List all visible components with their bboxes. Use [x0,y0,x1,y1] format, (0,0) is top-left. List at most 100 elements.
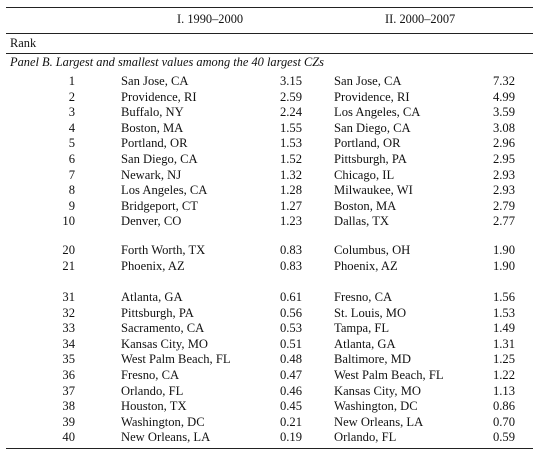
value-2000-2007: 1.90 [492,243,515,257]
value-1990-2000: 0.21 [279,414,302,429]
bottom-rule [6,448,533,449]
rank-cell: 35 [62,352,75,367]
rank-label: Rank [10,36,37,50]
value-1990-2000: 1.52 [279,152,302,166]
table-row: 9 Bridgeport, CT 1.27 Boston, MA 2.79 [0,198,539,214]
table-row: 21 Phoenix, AZ 0.83 Phoenix, AZ 1.90 [0,258,539,274]
value-2000-2007: 1.13 [492,383,515,398]
rank-cell: 5 [68,136,75,151]
city-2000-2007: St. Louis, MO [334,305,407,320]
rank-cell: 38 [62,399,75,414]
top-rule [6,7,533,8]
table-row: 10 Denver, CO 1.23 Dallas, TX 2.77 [0,213,539,229]
value-1990-2000: 1.53 [279,136,302,151]
city-1990-2000: Portland, OR [121,136,188,151]
rank-cell: 20 [62,243,75,257]
city-1990-2000: Fresno, CA [121,368,180,382]
panel-title: Panel B. Largest and smallest values amo… [10,55,325,69]
rank-cell: 36 [62,368,75,382]
value-2000-2007: 0.86 [492,399,515,414]
city-1990-2000: Kansas City, MO [121,336,208,351]
header-rule [6,33,533,34]
value-2000-2007: 3.59 [492,105,515,120]
table-row: 33 Sacramento, CA 0.53 Tampa, FL 1.49 [0,320,539,336]
value-2000-2007: 2.95 [492,152,515,166]
value-2000-2007: 2.96 [492,136,515,151]
value-1990-2000: 0.83 [279,259,302,273]
value-2000-2007: 2.77 [492,214,515,229]
table-row: 37 Orlando, FL 0.46 Kansas City, MO 1.13 [0,383,539,399]
table-row: 6 San Diego, CA 1.52 Pittsburgh, PA 2.95 [0,151,539,167]
value-1990-2000: 1.32 [279,167,302,182]
value-1990-2000: 1.23 [279,214,302,229]
value-1990-2000: 0.45 [279,399,302,414]
city-2000-2007: Washington, DC [334,399,418,414]
value-1990-2000: 0.48 [279,352,302,367]
city-1990-2000: Bridgeport, CT [121,198,198,213]
city-2000-2007: West Palm Beach, FL [334,368,444,382]
city-1990-2000: San Diego, CA [121,152,198,166]
rank-cell: 40 [62,430,75,445]
value-1990-2000: 1.28 [279,183,302,198]
rank-cell: 3 [68,105,75,120]
value-2000-2007: 3.08 [492,120,515,135]
value-1990-2000: 0.51 [279,336,302,351]
value-2000-2007: 1.22 [492,368,515,382]
table-row: 40 New Orleans, LA 0.19 Orlando, FL 0.59 [0,429,539,445]
rank-cell: 2 [68,89,75,104]
rank-cell: 6 [68,152,75,166]
table-row: 7 Newark, NJ 1.32 Chicago, IL 2.93 [0,167,539,183]
city-2000-2007: Los Angeles, CA [334,105,421,120]
table-row: 38 Houston, TX 0.45 Washington, DC 0.86 [0,398,539,414]
rank-cell: 33 [62,321,75,336]
column-header-1990-2000: I. 1990–2000 [177,12,244,26]
city-2000-2007: Milwaukee, WI [334,183,413,198]
city-1990-2000: Forth Worth, TX [121,243,206,257]
city-1990-2000: Boston, MA [121,120,184,135]
table-row: 1 San Jose, CA 3.15 San Jose, CA 7.32 [0,73,539,89]
table-row: 5 Portland, OR 1.53 Portland, OR 2.96 [0,135,539,151]
rank-cell: 21 [62,259,75,273]
table-row: 20 Forth Worth, TX 0.83 Columbus, OH 1.90 [0,242,539,258]
city-1990-2000: San Jose, CA [121,74,189,88]
table-row: 8 Los Angeles, CA 1.28 Milwaukee, WI 2.93 [0,182,539,198]
table-row: 4 Boston, MA 1.55 San Diego, CA 3.08 [0,120,539,136]
value-2000-2007: 1.90 [492,259,515,273]
city-1990-2000: Sacramento, CA [121,321,205,336]
city-1990-2000: New Orleans, LA [121,430,211,445]
rank-cell: 9 [68,198,75,213]
table-row: 3 Buffalo, NY 2.24 Los Angeles, CA 3.59 [0,104,539,120]
table-row: 34 Kansas City, MO 0.51 Atlanta, GA 1.31 [0,336,539,352]
rank-cell: 8 [68,183,75,198]
city-1990-2000: Phoenix, AZ [121,259,185,273]
rank-cell: 37 [62,383,75,398]
value-2000-2007: 1.53 [492,305,515,320]
city-2000-2007: Fresno, CA [334,290,393,304]
city-1990-2000: West Palm Beach, FL [121,352,231,367]
value-1990-2000: 0.19 [279,430,302,445]
city-2000-2007: Chicago, IL [334,167,395,182]
value-1990-2000: 0.56 [279,305,302,320]
rank-cell: 10 [62,214,75,229]
table-row: 35 West Palm Beach, FL 0.48 Baltimore, MD 1.… [0,351,539,367]
rank-cell: 32 [62,305,75,320]
value-2000-2007: 2.93 [492,167,515,182]
value-2000-2007: 4.99 [492,89,515,104]
value-2000-2007: 2.93 [492,183,515,198]
city-2000-2007: San Jose, CA [334,74,402,88]
city-1990-2000: Houston, TX [121,399,187,414]
value-2000-2007: 0.70 [492,414,515,429]
city-1990-2000: Atlanta, GA [121,290,183,304]
value-1990-2000: 0.53 [279,321,302,336]
value-1990-2000: 2.59 [279,89,302,104]
city-1990-2000: Denver, CO [121,214,182,229]
value-1990-2000: 2.24 [279,105,302,120]
city-1990-2000: Washington, DC [121,414,205,429]
city-2000-2007: San Diego, CA [334,120,411,135]
city-1990-2000: Buffalo, NY [121,105,184,120]
rank-rule [6,53,533,54]
table-row: 31 Atlanta, GA 0.61 Fresno, CA 1.56 [0,289,539,305]
value-1990-2000: 0.46 [279,383,302,398]
rank-cell: 31 [62,290,75,304]
city-2000-2007: Portland, OR [334,136,401,151]
